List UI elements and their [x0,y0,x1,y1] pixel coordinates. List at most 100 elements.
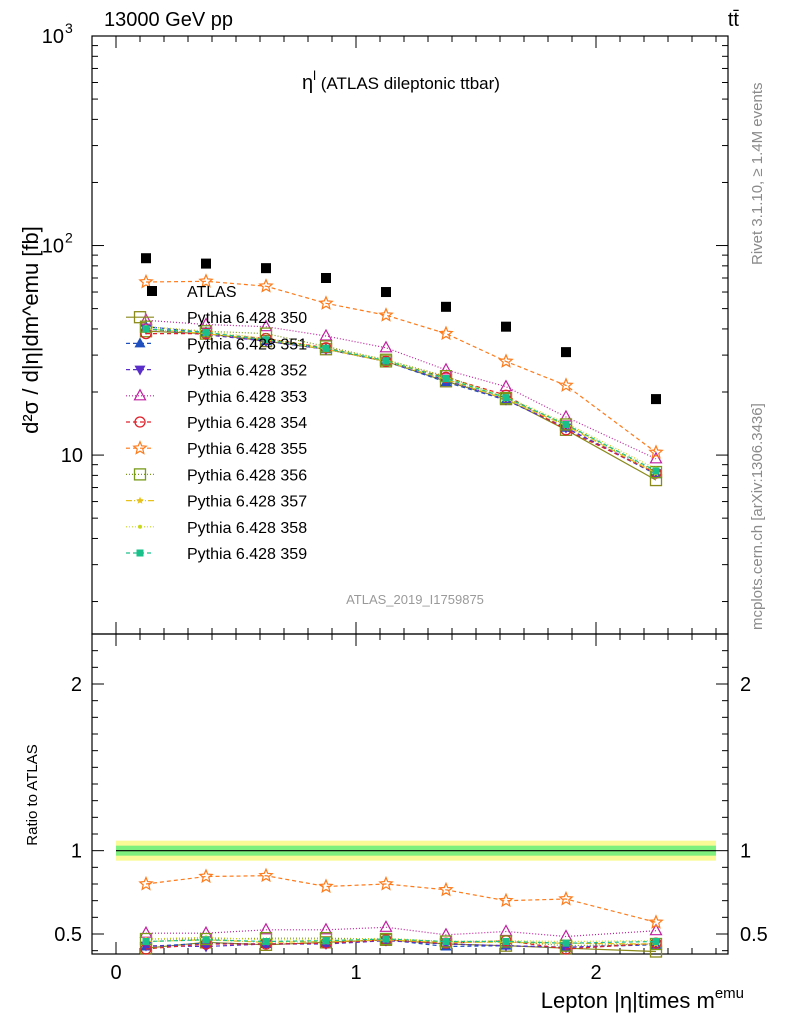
data-point [502,394,510,402]
ratio-series-pythia-6-428-354 [140,934,662,955]
ratio-data-point [319,922,333,935]
mcplots-label: mcplots.cern.ch [arXiv:1306.3436] [749,403,766,630]
series-line [145,326,657,470]
ratio-series-pythia-6-428-359 [142,935,660,947]
legend-marker [134,416,146,428]
ratio-data-point [259,922,273,935]
series-line [145,328,657,474]
data-point [648,444,664,459]
ratio-data-point [198,868,214,884]
y-tick-label: 10 [42,236,64,258]
y-tick-label-exponent: 2 [65,230,73,246]
y-axis-label: d²σ / d|η|dm^emu [fb] [18,226,43,434]
ratio-data-point [649,923,663,936]
legend-entry: Pythia 6.428 352 [126,363,307,380]
legend-label: Pythia 6.428 351 [187,336,307,353]
ratio-data-point [502,938,510,945]
ratio-series-line [146,926,657,938]
legend-label: Pythia 6.428 354 [187,415,307,432]
legend-marker [134,365,146,376]
data-point [259,319,273,332]
x-tick-label: 0 [110,962,121,984]
data-point [649,465,663,479]
legend-label: Pythia 6.428 355 [187,441,307,458]
ratio-series-pythia-6-428-355 [138,867,664,929]
ratio-data-point [562,939,570,947]
ratio-data-point [652,938,660,945]
x-axis-label: Lepton |η|times memu [541,985,744,1013]
process-label: tt̄ [728,9,740,31]
ratio-y-tick-label-right: 1 [740,841,751,863]
legend-entry: Pythia 6.428 350 [126,310,307,327]
data-point [198,273,214,288]
legend-marker [136,549,144,557]
ratio-y-tick-label: 1 [71,841,82,863]
legend-entry: Pythia 6.428 354 [126,415,307,432]
data-point [652,467,660,475]
data-point [318,295,334,310]
data-point [321,272,331,283]
data-point [559,418,573,431]
ratio-data-point [258,867,274,883]
y-tick-label-exponent: 3 [65,20,73,36]
main-frame [91,35,729,635]
ratio-y-tick-label: 2 [71,674,82,696]
ratio-series-line [145,875,657,923]
data-point [319,328,333,341]
legend-marker [133,388,147,401]
legend-entry: Pythia 6.428 356 [126,467,307,484]
legend-entry: Pythia 6.428 359 [126,546,307,563]
ratio-frame [91,633,729,955]
data-point [498,353,514,368]
ratio-series-line [145,940,657,948]
legend-marker [132,440,148,455]
ratio-data-point [499,924,513,937]
data-point [439,362,453,375]
data-point [141,253,151,264]
ratio-y-tick-label: 0.5 [54,924,82,946]
legend-label: Pythia 6.428 359 [187,546,307,563]
legend-label: Pythia 6.428 353 [187,389,307,406]
data-point [378,307,394,322]
legend-label: ATLAS [187,284,237,301]
data-point [649,451,663,464]
chart-title: ηl (ATLAS dileptonic ttbar) [302,68,500,94]
ratio-data-point [558,890,574,906]
legend-label: Pythia 6.428 356 [187,467,307,484]
ratio-data-point [202,936,210,944]
legend-marker [147,286,157,296]
data-point [442,374,450,382]
ratio-y-tick-label-right: 0.5 [740,924,768,946]
rivet-label: Rivet 3.1.10, ≥ 1.4M events [749,83,766,266]
series-atlas [141,253,661,405]
data-point [438,325,454,341]
data-point [499,391,513,405]
ratio-data-point [382,935,390,943]
legend-entry: ATLAS [147,284,237,301]
data-point [139,313,153,325]
data-point [262,336,270,344]
legend-marker [138,524,142,529]
legend-label: Pythia 6.428 350 [187,310,307,327]
data-point [138,273,154,289]
x-tick-label: 2 [590,962,601,984]
legend-entry: Pythia 6.428 353 [126,388,307,406]
data-point [258,278,274,293]
legend-label: Pythia 6.428 357 [187,494,307,511]
data-point [651,394,661,405]
legend-entry: Pythia 6.428 358 [126,520,307,537]
ratio-data-point [378,875,394,891]
ratio-series-line [145,939,657,950]
legend-entry: Pythia 6.428 357 [126,494,307,511]
ratio-panel: 0.5 0.5 1 1 2 2 0 1 2 Ratio to ATLAS Lepton |η|tim… [24,633,768,1013]
y-tick-label: 10 [61,445,83,467]
ratio-data-point [439,927,453,940]
ratio-y-axis-label: Ratio to ATLAS [24,744,41,845]
data-point [441,301,451,312]
data-point [202,328,210,336]
legend-marker [134,337,146,348]
ratio-data-point [199,932,213,946]
ratio-data-point [138,875,154,891]
